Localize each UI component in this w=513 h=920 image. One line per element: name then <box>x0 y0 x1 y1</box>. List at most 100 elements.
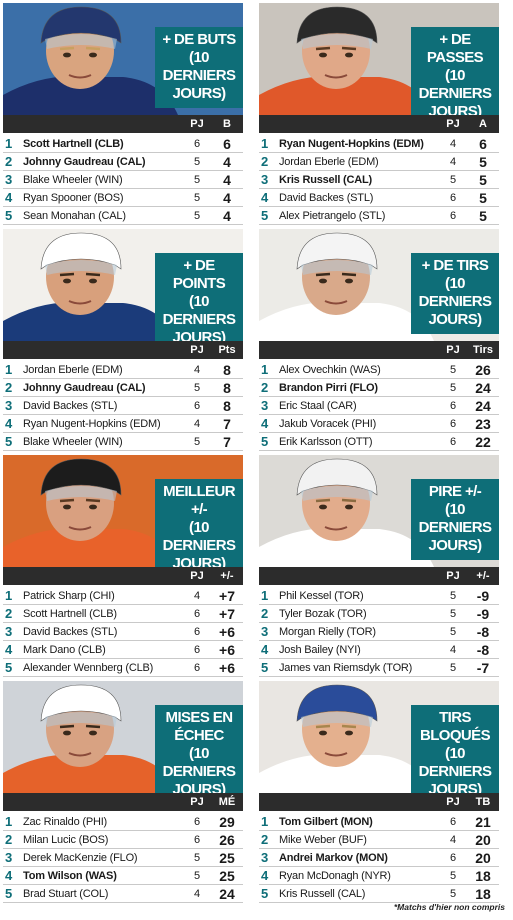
panel-title-period: (10 DERNIERS JOURS) <box>418 501 492 554</box>
stat-panel: + DE PASSES (10 DERNIERS JOURS) PJ A 1 Ryan N… <box>259 3 499 225</box>
player-name: Josh Bailey (NYI) <box>279 644 361 656</box>
rank-number: 2 <box>5 154 13 169</box>
stat-panel: + DE POINTS (10 DERNIERS JOURS) PJ Pts 1 Jord… <box>3 229 243 451</box>
col-header-gp: PJ <box>446 118 460 130</box>
player-name: Brandon Pirri (FLO) <box>279 382 378 394</box>
table-row: 5 Erik Karlsson (OTT) 6 22 <box>259 433 499 451</box>
rank-number: 1 <box>261 362 269 377</box>
rank-number: 5 <box>261 886 269 901</box>
stat-value: 24 <box>475 380 491 396</box>
rank-number: 4 <box>261 190 269 205</box>
rank-number: 3 <box>5 624 13 639</box>
table-row: 1 Scott Hartnell (CLB) 6 6 <box>3 135 243 153</box>
stat-value: -8 <box>476 624 490 640</box>
stat-panel: + DE BUTS (10 DERNIERS JOURS) PJ B 1 Scott Ha… <box>3 3 243 225</box>
games-played: 5 <box>193 156 201 168</box>
rank-number: 4 <box>5 190 13 205</box>
games-played: 4 <box>193 418 201 430</box>
col-header-gp: PJ <box>190 570 204 582</box>
player-name: Johnny Gaudreau (CAL) <box>23 382 146 394</box>
panel-title-main: MISES EN ÉCHEC <box>165 709 233 744</box>
table-row: 5 Kris Russell (CAL) 5 18 <box>259 885 499 903</box>
player-name: David Backes (STL) <box>279 192 374 204</box>
games-played: 5 <box>193 192 201 204</box>
stat-value: 6 <box>479 136 487 152</box>
col-header-gp: PJ <box>190 118 204 130</box>
table-row: 2 Tyler Bozak (TOR) 5 -9 <box>259 605 499 623</box>
rank-number: 4 <box>261 642 269 657</box>
table-row: 1 Zac Rinaldo (PHI) 6 29 <box>3 813 243 831</box>
table-row: 3 Eric Staal (CAR) 6 24 <box>259 397 499 415</box>
table-row: 3 Morgan Rielly (TOR) 5 -8 <box>259 623 499 641</box>
col-header-stat: +/- <box>476 570 490 582</box>
panel-title: + DE PASSES (10 DERNIERS JOURS) <box>411 27 499 126</box>
stat-value: 4 <box>223 154 231 170</box>
rank-number: 5 <box>261 208 269 223</box>
player-name: Johnny Gaudreau (CAL) <box>23 156 146 168</box>
games-played: 6 <box>193 138 201 150</box>
player-name: Blake Wheeler (WIN) <box>23 436 123 448</box>
rank-number: 2 <box>5 606 13 621</box>
games-played: 4 <box>449 644 457 656</box>
games-played: 5 <box>449 662 457 674</box>
table-body: 1 Alex Ovechkin (WAS) 5 26 2 Brandon Pirri (F… <box>259 361 499 451</box>
rank-number: 2 <box>261 380 269 395</box>
games-played: 5 <box>449 364 457 376</box>
panel-title-main: PIRE +/- <box>428 483 482 500</box>
stat-value: 4 <box>223 208 231 224</box>
stat-value: 26 <box>219 832 235 848</box>
player-name: Andrei Markov (MON) <box>279 852 388 864</box>
games-played: 5 <box>193 382 201 394</box>
rank-number: 2 <box>261 606 269 621</box>
player-name: Tom Wilson (WAS) <box>23 870 117 882</box>
panel-title-period: (10 DERNIERS JOURS) <box>162 745 236 798</box>
player-name: Jordan Eberle (EDM) <box>279 156 379 168</box>
stat-panel: MEILLEUR +/- (10 DERNIERS JOURS) PJ +/- 1 Pat… <box>3 455 243 677</box>
rank-number: 4 <box>5 416 13 431</box>
stat-panel: MISES EN ÉCHEC (10 DERNIERS JOURS) PJ MÉ 1 Za… <box>3 681 243 903</box>
col-header-stat: +/- <box>220 570 234 582</box>
rank-number: 3 <box>261 624 269 639</box>
stat-value: 6 <box>223 136 231 152</box>
rank-number: 1 <box>5 136 13 151</box>
table-row: 2 Milan Lucic (BOS) 6 26 <box>3 831 243 849</box>
col-header-gp: PJ <box>190 344 204 356</box>
rank-number: 2 <box>5 380 13 395</box>
player-name: Alex Ovechkin (WAS) <box>279 364 381 376</box>
stat-value: 18 <box>475 868 491 884</box>
stat-panel: PIRE +/- (10 DERNIERS JOURS) PJ +/- 1 Phil Ke… <box>259 455 499 677</box>
table-row: 2 Mike Weber (BUF) 4 20 <box>259 831 499 849</box>
col-header-stat: TB <box>475 796 491 808</box>
panel-title: MISES EN ÉCHEC (10 DERNIERS JOURS) <box>155 705 243 804</box>
panel-title: PIRE +/- (10 DERNIERS JOURS) <box>411 479 499 560</box>
player-name: Eric Staal (CAR) <box>279 400 357 412</box>
player-name: Brad Stuart (COL) <box>23 888 109 900</box>
stat-value: 21 <box>475 814 491 830</box>
games-played: 6 <box>193 662 201 674</box>
col-header-gp: PJ <box>446 796 460 808</box>
rank-number: 5 <box>5 660 13 675</box>
stat-value: 24 <box>475 398 491 414</box>
rank-number: 1 <box>261 588 269 603</box>
stat-value: 5 <box>479 172 487 188</box>
player-name: David Backes (STL) <box>23 400 118 412</box>
games-played: 5 <box>193 436 201 448</box>
rank-number: 1 <box>261 814 269 829</box>
games-played: 4 <box>193 364 201 376</box>
games-played: 5 <box>449 382 457 394</box>
panel-title-main: + DE TIRS <box>421 257 489 274</box>
table-row: 4 Josh Bailey (NYI) 4 -8 <box>259 641 499 659</box>
panel-title-main: TIRS BLOQUÉS <box>420 709 491 744</box>
games-played: 5 <box>449 174 457 186</box>
table-row: 5 Brad Stuart (COL) 4 24 <box>3 885 243 903</box>
stat-value: -7 <box>476 660 490 676</box>
stat-value: 4 <box>223 190 231 206</box>
stat-value: 8 <box>223 362 231 378</box>
rank-number: 4 <box>261 868 269 883</box>
player-name: Ryan Spooner (BOS) <box>23 192 124 204</box>
table-row: 2 Jordan Eberle (EDM) 4 5 <box>259 153 499 171</box>
table-row: 4 Mark Dano (CLB) 6 +6 <box>3 641 243 659</box>
table-body: 1 Phil Kessel (TOR) 5 -9 2 Tyler Bozak (TOR) 5… <box>259 587 499 677</box>
table-body: 1 Jordan Eberle (EDM) 4 8 2 Johnny Gaudreau (… <box>3 361 243 451</box>
stat-value: 20 <box>475 832 491 848</box>
